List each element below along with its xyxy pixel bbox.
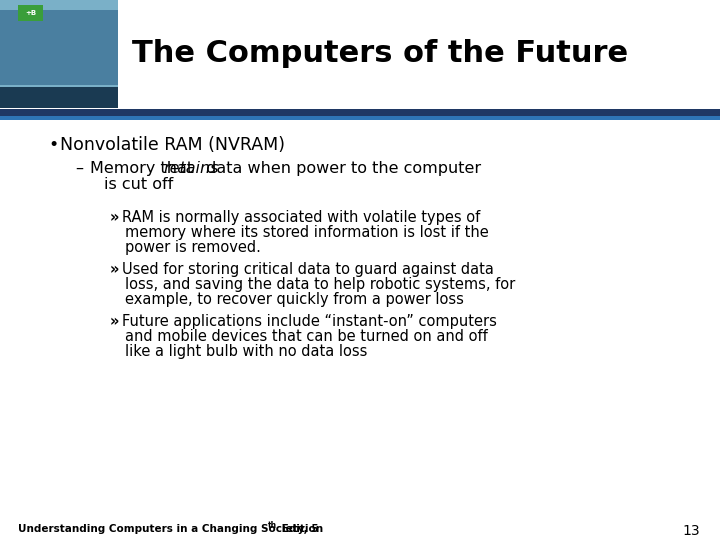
Text: Understanding Computers in a Changing Society, 5: Understanding Computers in a Changing So… — [18, 524, 319, 534]
Text: retains: retains — [163, 161, 218, 176]
Text: data when power to the computer: data when power to the computer — [201, 161, 481, 176]
Text: Memory that: Memory that — [90, 161, 198, 176]
Bar — [0, 87, 118, 108]
Text: »: » — [110, 262, 120, 277]
Text: like a light bulb with no data loss: like a light bulb with no data loss — [125, 344, 367, 359]
Bar — [0, 0, 118, 108]
Text: +B: +B — [25, 10, 36, 16]
Text: Used for storing critical data to guard against data: Used for storing critical data to guard … — [122, 262, 494, 277]
Text: 13: 13 — [683, 524, 700, 538]
Text: memory where its stored information is lost if the: memory where its stored information is l… — [125, 225, 489, 240]
Text: RAM is normally associated with volatile types of: RAM is normally associated with volatile… — [122, 210, 480, 225]
Bar — [0, 10, 118, 85]
Bar — [0, 109, 720, 116]
Text: loss, and saving the data to help robotic systems, for: loss, and saving the data to help roboti… — [125, 277, 516, 292]
Text: th: th — [268, 521, 277, 530]
Text: The Computers of the Future: The Computers of the Future — [132, 39, 628, 69]
Text: –: – — [75, 161, 83, 176]
Text: Future applications include “instant-on” computers: Future applications include “instant-on”… — [122, 314, 497, 329]
Text: and mobile devices that can be turned on and off: and mobile devices that can be turned on… — [125, 329, 487, 344]
Text: example, to recover quickly from a power loss: example, to recover quickly from a power… — [125, 292, 464, 307]
Text: •: • — [48, 136, 58, 154]
Text: is cut off: is cut off — [104, 177, 174, 192]
Text: Nonvolatile RAM (NVRAM): Nonvolatile RAM (NVRAM) — [60, 136, 285, 154]
Bar — [0, 116, 720, 120]
Text: »: » — [110, 314, 120, 329]
Bar — [18, 5, 43, 21]
Text: power is removed.: power is removed. — [125, 240, 261, 255]
Text: »: » — [110, 210, 120, 225]
Text: Edition: Edition — [278, 524, 323, 534]
